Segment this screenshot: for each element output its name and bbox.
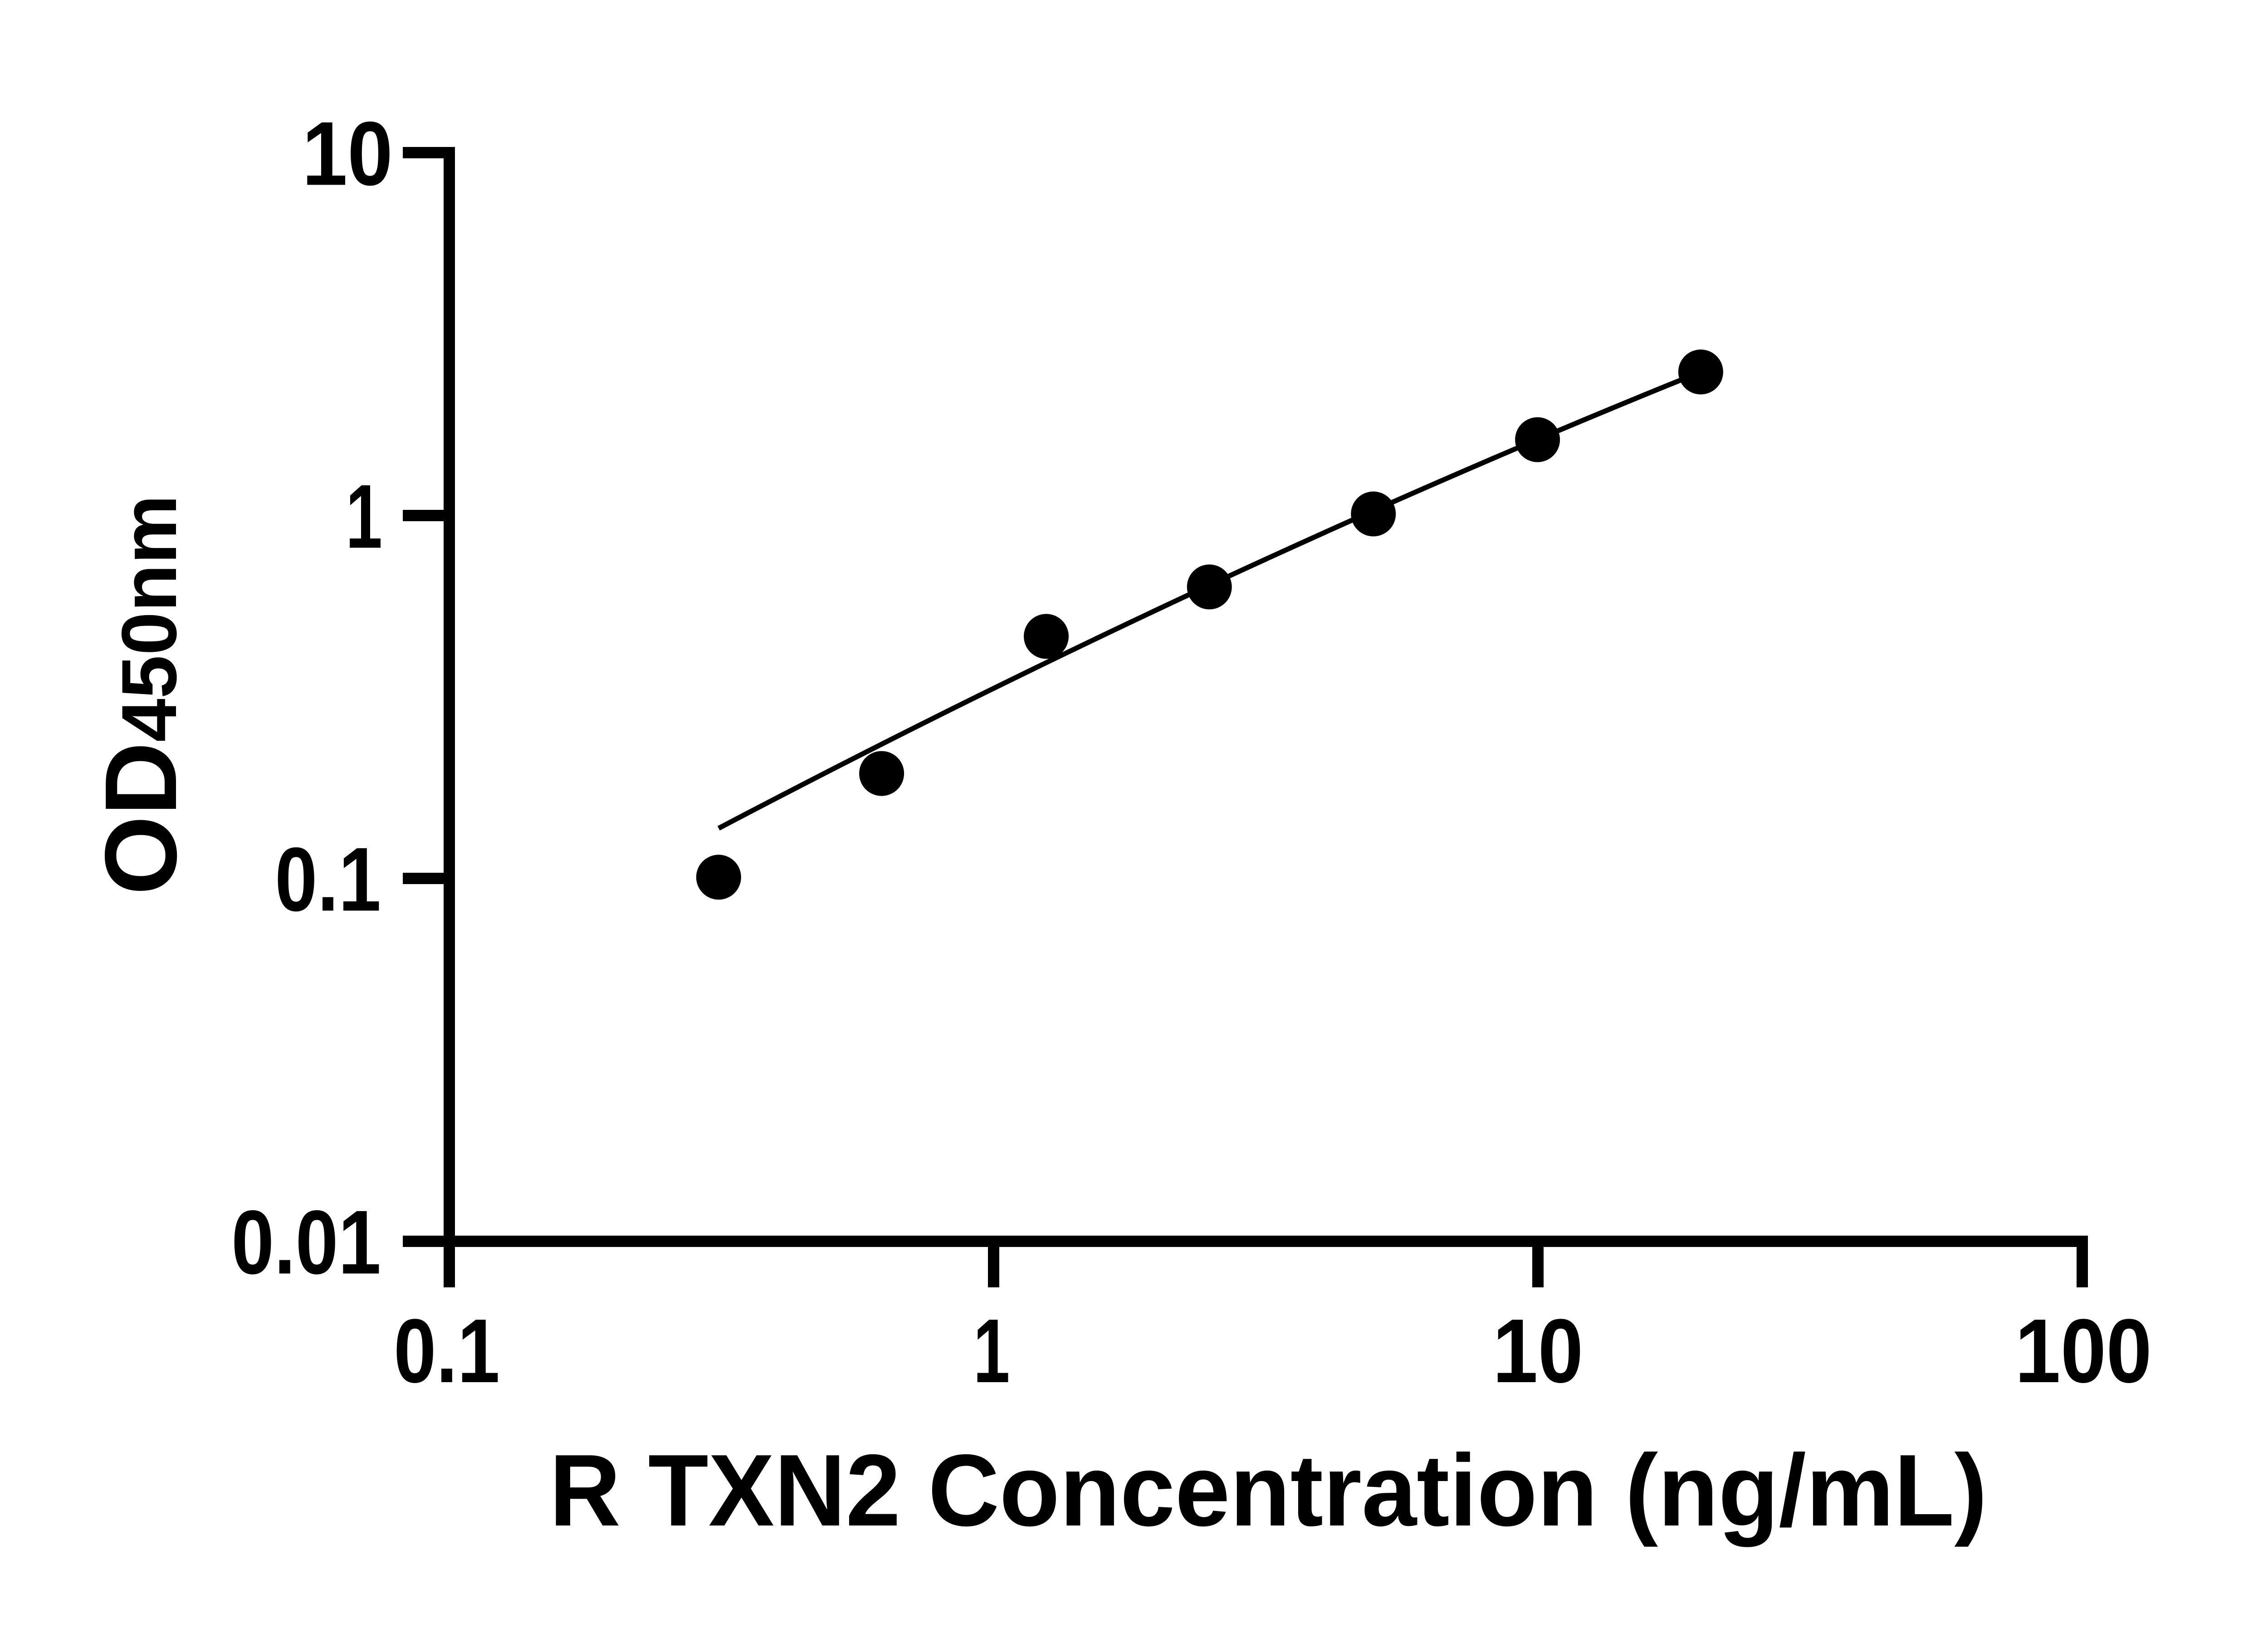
svg-text:1: 1 [973,1301,1010,1402]
svg-text:0.1: 0.1 [275,829,381,930]
svg-text:10: 10 [302,103,393,205]
svg-text:100: 100 [2015,1301,2152,1402]
svg-text:0.1: 0.1 [394,1301,500,1402]
svg-text:1: 1 [346,466,382,567]
svg-text:0.01: 0.01 [231,1192,381,1293]
svg-text:R TXN2 Concentration (ng/mL): R TXN2 Concentration (ng/mL) [549,1433,1987,1547]
svg-text:10: 10 [1493,1301,1584,1402]
